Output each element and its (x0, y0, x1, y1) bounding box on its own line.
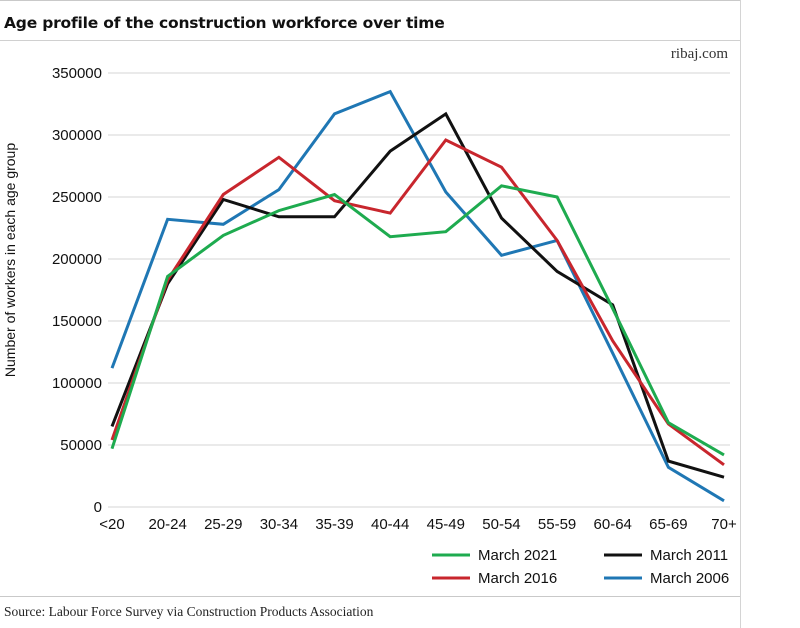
x-tick-label: <20 (99, 516, 124, 533)
bottom-rule (0, 596, 740, 597)
y-tick-label: 100000 (52, 375, 102, 392)
y-tick-label: 350000 (52, 65, 102, 82)
legend-label-march-2021: March 2021 (478, 547, 557, 564)
x-tick-label: 40-44 (371, 516, 409, 533)
legend-label-march-2011: March 2011 (650, 547, 728, 564)
x-tick-label: 60-64 (594, 516, 632, 533)
x-tick-label: 55-59 (538, 516, 576, 533)
top-rule (0, 0, 740, 1)
x-tick-label: 50-54 (482, 516, 520, 533)
legend-label-march-2006: March 2006 (650, 570, 729, 587)
x-tick-label: 20-24 (148, 516, 186, 533)
y-tick-label: 300000 (52, 127, 102, 144)
series-line-march-2021 (110, 184, 725, 457)
y-tick-label: 250000 (52, 189, 102, 206)
x-tick-label: 65-69 (649, 516, 687, 533)
x-tick-label: 45-49 (427, 516, 465, 533)
legend-label-march-2016: March 2016 (478, 570, 557, 587)
chart-title: Age profile of the construction workforc… (4, 14, 445, 32)
x-tick-label: 35-39 (315, 516, 353, 533)
title-rule (0, 40, 740, 41)
series-line-march-2016 (110, 138, 725, 467)
series-line-series-segment (555, 239, 725, 503)
series-line-march-2011 (110, 111, 725, 479)
series-line-march-2006 (110, 89, 558, 369)
right-rule (740, 0, 741, 628)
y-axis-label: Number of workers in each age group (2, 143, 18, 377)
x-tick-label: 30-34 (260, 516, 298, 533)
x-tick-label: 70+ (711, 516, 737, 533)
y-tick-label: 200000 (52, 251, 102, 268)
y-tick-label: 150000 (52, 313, 102, 330)
line-chart: 0 50000 100000 150000 200000 250000 300000 3500… (2, 65, 737, 587)
y-tick-label: 0 (94, 499, 102, 516)
y-tick-label: 50000 (60, 437, 102, 454)
x-tick-label: 25-29 (204, 516, 242, 533)
brand-label: ribaj.com (670, 46, 728, 62)
source-note: Source: Labour Force Survey via Construc… (4, 604, 374, 619)
